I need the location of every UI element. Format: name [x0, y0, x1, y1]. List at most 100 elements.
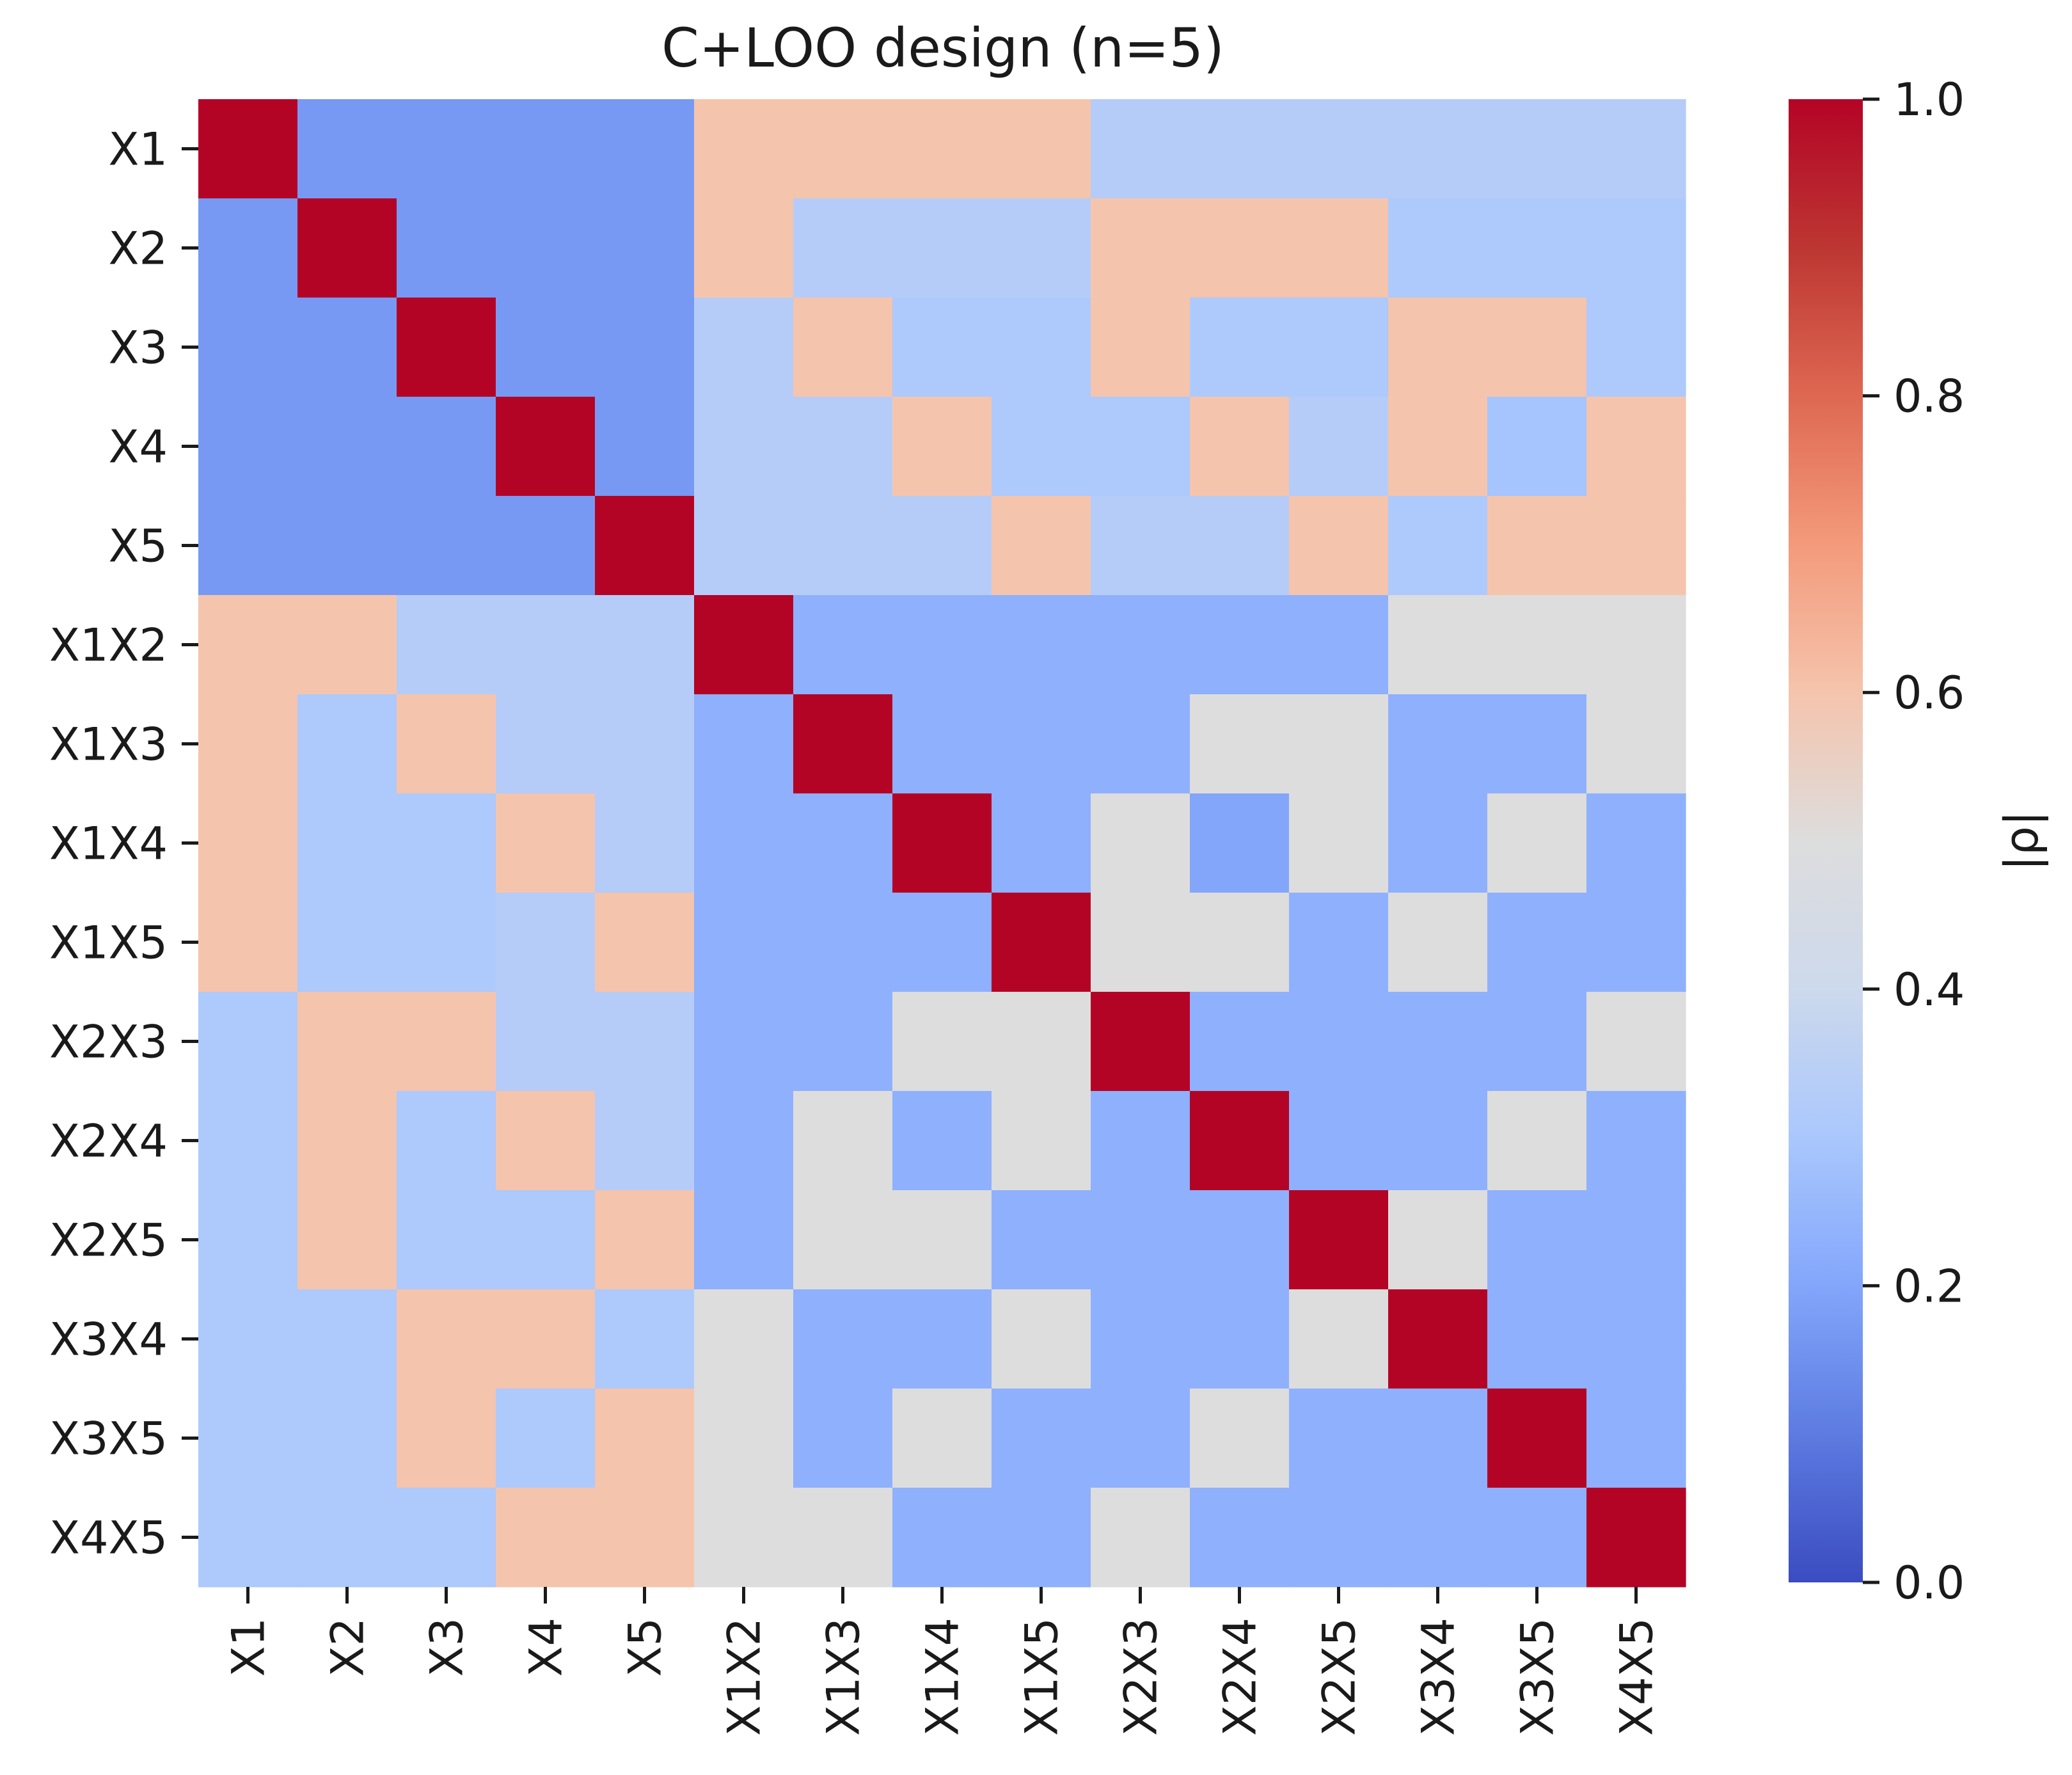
heatmap-cell [397, 1190, 496, 1290]
heatmap-cell [1190, 992, 1290, 1092]
colorbar-tick-label: 0.4 [1894, 964, 1965, 1016]
heatmap-cell [1091, 1289, 1190, 1389]
heatmap-cell [694, 595, 794, 695]
heatmap-cell [595, 694, 695, 794]
y-tick-label: X2X3 [49, 1016, 168, 1069]
heatmap-cell [793, 1091, 893, 1191]
heatmap-cell [297, 1091, 397, 1191]
heatmap-cell [793, 893, 893, 992]
heatmap-cell [892, 298, 992, 397]
heatmap-cell [1487, 496, 1587, 596]
heatmap-cell [595, 1289, 695, 1389]
heatmap-cell [496, 1488, 596, 1588]
heatmap-cell [1091, 793, 1190, 893]
heatmap-cell [892, 793, 992, 893]
heatmap-cell [1190, 99, 1290, 199]
colorbar-gradient [1789, 99, 1863, 1582]
y-tick-label: X3 [109, 322, 168, 374]
heatmap-cell [496, 496, 596, 596]
heatmap-cell [297, 694, 397, 794]
heatmap-cell [397, 1289, 496, 1389]
heatmap-cell [793, 1488, 893, 1588]
y-tick-label: X2 [109, 223, 168, 275]
heatmap-cell [1190, 1389, 1290, 1488]
y-tick-label: X1X2 [49, 619, 168, 672]
heatmap-cell [1586, 1289, 1686, 1389]
colorbar: 0.0 0.2 0.4 0.6 0.8 1.0 |ρ| [1789, 74, 2049, 1609]
heatmap-cell [1289, 595, 1389, 695]
x-axis-ticks: X1 X2 X3 X4 X5 X1X2 X1X3 X1X4 X1X5 X2X3 X2X4 X2X5 X3… [223, 1587, 1663, 1736]
heatmap-cell [595, 1488, 695, 1588]
heatmap-cell [1091, 99, 1190, 199]
heatmap-cell [397, 1389, 496, 1488]
heatmap-cell [397, 1488, 496, 1588]
heatmap-cell [1190, 694, 1290, 794]
x-tick-label: X2X3 [1115, 1618, 1167, 1736]
heatmap-cell [1586, 793, 1686, 893]
heatmap-cell [198, 1289, 298, 1389]
heatmap-cell [496, 893, 596, 992]
heatmap-cell [992, 99, 1091, 199]
heatmap-cell [1388, 397, 1488, 497]
heatmap-cell [1388, 1190, 1488, 1290]
heatmap-cell [992, 1389, 1091, 1488]
heatmap-cell [1586, 496, 1686, 596]
heatmap-cell [892, 198, 992, 298]
heatmap-cell [1487, 694, 1587, 794]
heatmap-cell [1289, 298, 1389, 397]
heatmap-cells [198, 99, 1686, 1588]
heatmap-cell [1388, 793, 1488, 893]
heatmap-cell [992, 198, 1091, 298]
heatmap-cell [595, 992, 695, 1092]
heatmap-cell [496, 198, 596, 298]
x-tick-label: X1X2 [718, 1618, 771, 1736]
heatmap-cell [297, 893, 397, 992]
heatmap-cell [198, 198, 298, 298]
heatmap-cell [1289, 694, 1389, 794]
heatmap-cell [1289, 397, 1389, 497]
heatmap-cell [992, 496, 1091, 596]
x-tick-label: X1 [223, 1618, 275, 1677]
heatmap-cell [397, 397, 496, 497]
heatmap-cell [694, 496, 794, 596]
heatmap-cell [297, 198, 397, 298]
heatmap-cell [793, 496, 893, 596]
heatmap-cell [694, 992, 794, 1092]
heatmap-cell [1091, 298, 1190, 397]
heatmap-cell [1289, 198, 1389, 298]
heatmap-cell [496, 1289, 596, 1389]
x-tick-label: X3X4 [1412, 1618, 1465, 1736]
heatmap-cell [198, 298, 298, 397]
heatmap-cell [1190, 1091, 1290, 1191]
y-tick-label: X2X4 [49, 1115, 168, 1168]
heatmap-cell [496, 1389, 596, 1488]
heatmap-cell [793, 793, 893, 893]
heatmap-cell [1586, 1389, 1686, 1488]
heatmap-cell [992, 1091, 1091, 1191]
heatmap-cell [992, 1190, 1091, 1290]
heatmap-cell [694, 1091, 794, 1191]
heatmap-cell [1289, 1488, 1389, 1588]
heatmap-cell [397, 595, 496, 695]
heatmap-cell [595, 893, 695, 992]
heatmap-cell [992, 893, 1091, 992]
heatmap-cell [1289, 1389, 1389, 1488]
heatmap-cell [892, 595, 992, 695]
colorbar-label: |ρ| [1995, 811, 2049, 871]
heatmap-cell [397, 99, 496, 199]
heatmap-cell [297, 397, 397, 497]
heatmap-cell [694, 99, 794, 199]
heatmap-cell [892, 1190, 992, 1290]
heatmap-cell [1091, 893, 1190, 992]
heatmap-cell [1487, 298, 1587, 397]
heatmap-cell [595, 1389, 695, 1488]
heatmap-cell [992, 298, 1091, 397]
heatmap-cell [198, 694, 298, 794]
heatmap-cell [595, 793, 695, 893]
heatmap-cell [496, 595, 596, 695]
heatmap-cell [1388, 1488, 1488, 1588]
colorbar-tick-label: 0.8 [1894, 370, 1965, 423]
heatmap-cell [1190, 496, 1290, 596]
heatmap-cell [1091, 1389, 1190, 1488]
heatmap-cell [397, 694, 496, 794]
